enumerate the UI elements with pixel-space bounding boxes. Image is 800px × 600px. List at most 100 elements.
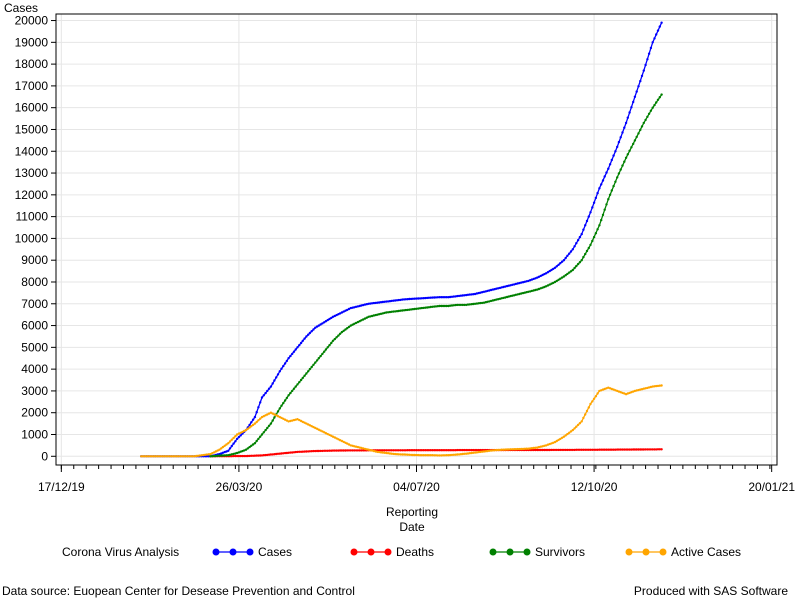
data-point	[493, 449, 496, 452]
data-point	[225, 454, 228, 457]
y-tick-label: 8000	[21, 275, 48, 289]
data-point	[443, 304, 447, 308]
data-point	[443, 454, 447, 457]
data-point	[310, 365, 313, 369]
data-point	[616, 176, 619, 179]
data-point	[161, 455, 164, 458]
data-point	[546, 443, 550, 446]
data-point	[333, 314, 336, 318]
series-active-cases	[140, 384, 663, 458]
data-point	[378, 301, 381, 304]
data-point	[356, 320, 360, 324]
data-point	[557, 448, 560, 452]
data-point	[628, 149, 631, 152]
data-point	[342, 329, 345, 332]
data-point	[566, 448, 569, 452]
data-point	[267, 412, 271, 415]
data-point	[651, 385, 654, 388]
data-point	[244, 448, 248, 451]
data-point	[585, 448, 589, 451]
data-point	[335, 449, 338, 452]
data-point	[479, 301, 482, 305]
data-point	[401, 298, 404, 301]
data-point	[655, 448, 658, 451]
data-point	[282, 401, 285, 405]
data-point	[580, 259, 583, 262]
data-point	[385, 449, 388, 452]
data-point	[235, 437, 239, 441]
data-point	[328, 433, 331, 437]
data-point	[514, 282, 518, 286]
data-point	[273, 453, 276, 456]
data-point	[312, 425, 315, 429]
data-point	[404, 453, 407, 456]
data-point	[534, 288, 537, 292]
legend-marker	[212, 548, 220, 556]
data-point	[335, 313, 338, 317]
data-point	[385, 311, 388, 314]
data-point	[282, 364, 285, 368]
data-point	[624, 156, 628, 159]
data-point	[488, 289, 491, 292]
data-point	[342, 440, 345, 444]
data-point	[257, 406, 260, 409]
data-point	[156, 455, 159, 458]
data-point	[578, 261, 582, 264]
data-point	[612, 184, 615, 188]
data-point	[509, 448, 512, 451]
data-point	[230, 455, 233, 458]
data-point	[587, 246, 590, 250]
data-point	[402, 449, 406, 452]
data-point	[449, 304, 452, 307]
data-point	[395, 449, 399, 452]
data-point	[291, 352, 294, 356]
data-point	[397, 453, 400, 456]
data-point	[495, 298, 498, 301]
data-point	[585, 409, 589, 413]
data-point	[573, 427, 576, 430]
data-point	[251, 423, 255, 427]
data-point	[612, 154, 615, 157]
data-point	[637, 132, 640, 135]
data-point	[660, 448, 663, 451]
data-point	[658, 25, 661, 28]
data-point	[472, 302, 475, 306]
data-point	[305, 335, 308, 338]
data-point	[338, 332, 342, 335]
data-point	[626, 448, 629, 451]
data-point	[640, 388, 644, 391]
data-point	[537, 287, 541, 291]
data-point	[624, 448, 628, 451]
data-point	[267, 424, 271, 427]
data-point	[431, 296, 434, 299]
data-point	[386, 300, 390, 303]
data-point	[253, 454, 257, 457]
data-point	[186, 455, 189, 458]
data-point	[463, 303, 466, 307]
data-point	[573, 245, 576, 248]
data-point	[456, 303, 459, 307]
data-point	[479, 450, 482, 454]
data-point	[353, 306, 356, 309]
data-point	[221, 451, 225, 454]
data-point	[227, 449, 230, 452]
data-point	[482, 290, 486, 293]
data-point	[342, 449, 345, 452]
data-point	[559, 437, 562, 441]
data-point	[594, 448, 598, 451]
data-point	[251, 418, 255, 421]
data-point	[438, 454, 441, 457]
data-point	[550, 448, 553, 452]
data-point	[559, 277, 562, 280]
data-point	[376, 450, 379, 454]
data-point	[394, 299, 397, 302]
data-point	[390, 299, 393, 303]
data-point	[642, 387, 645, 390]
data-point	[392, 299, 395, 302]
y-tick-label: 2000	[21, 406, 48, 420]
data-point	[291, 451, 294, 454]
data-point	[259, 435, 262, 438]
data-point	[466, 452, 470, 455]
data-point	[262, 431, 265, 434]
data-point	[266, 413, 269, 416]
